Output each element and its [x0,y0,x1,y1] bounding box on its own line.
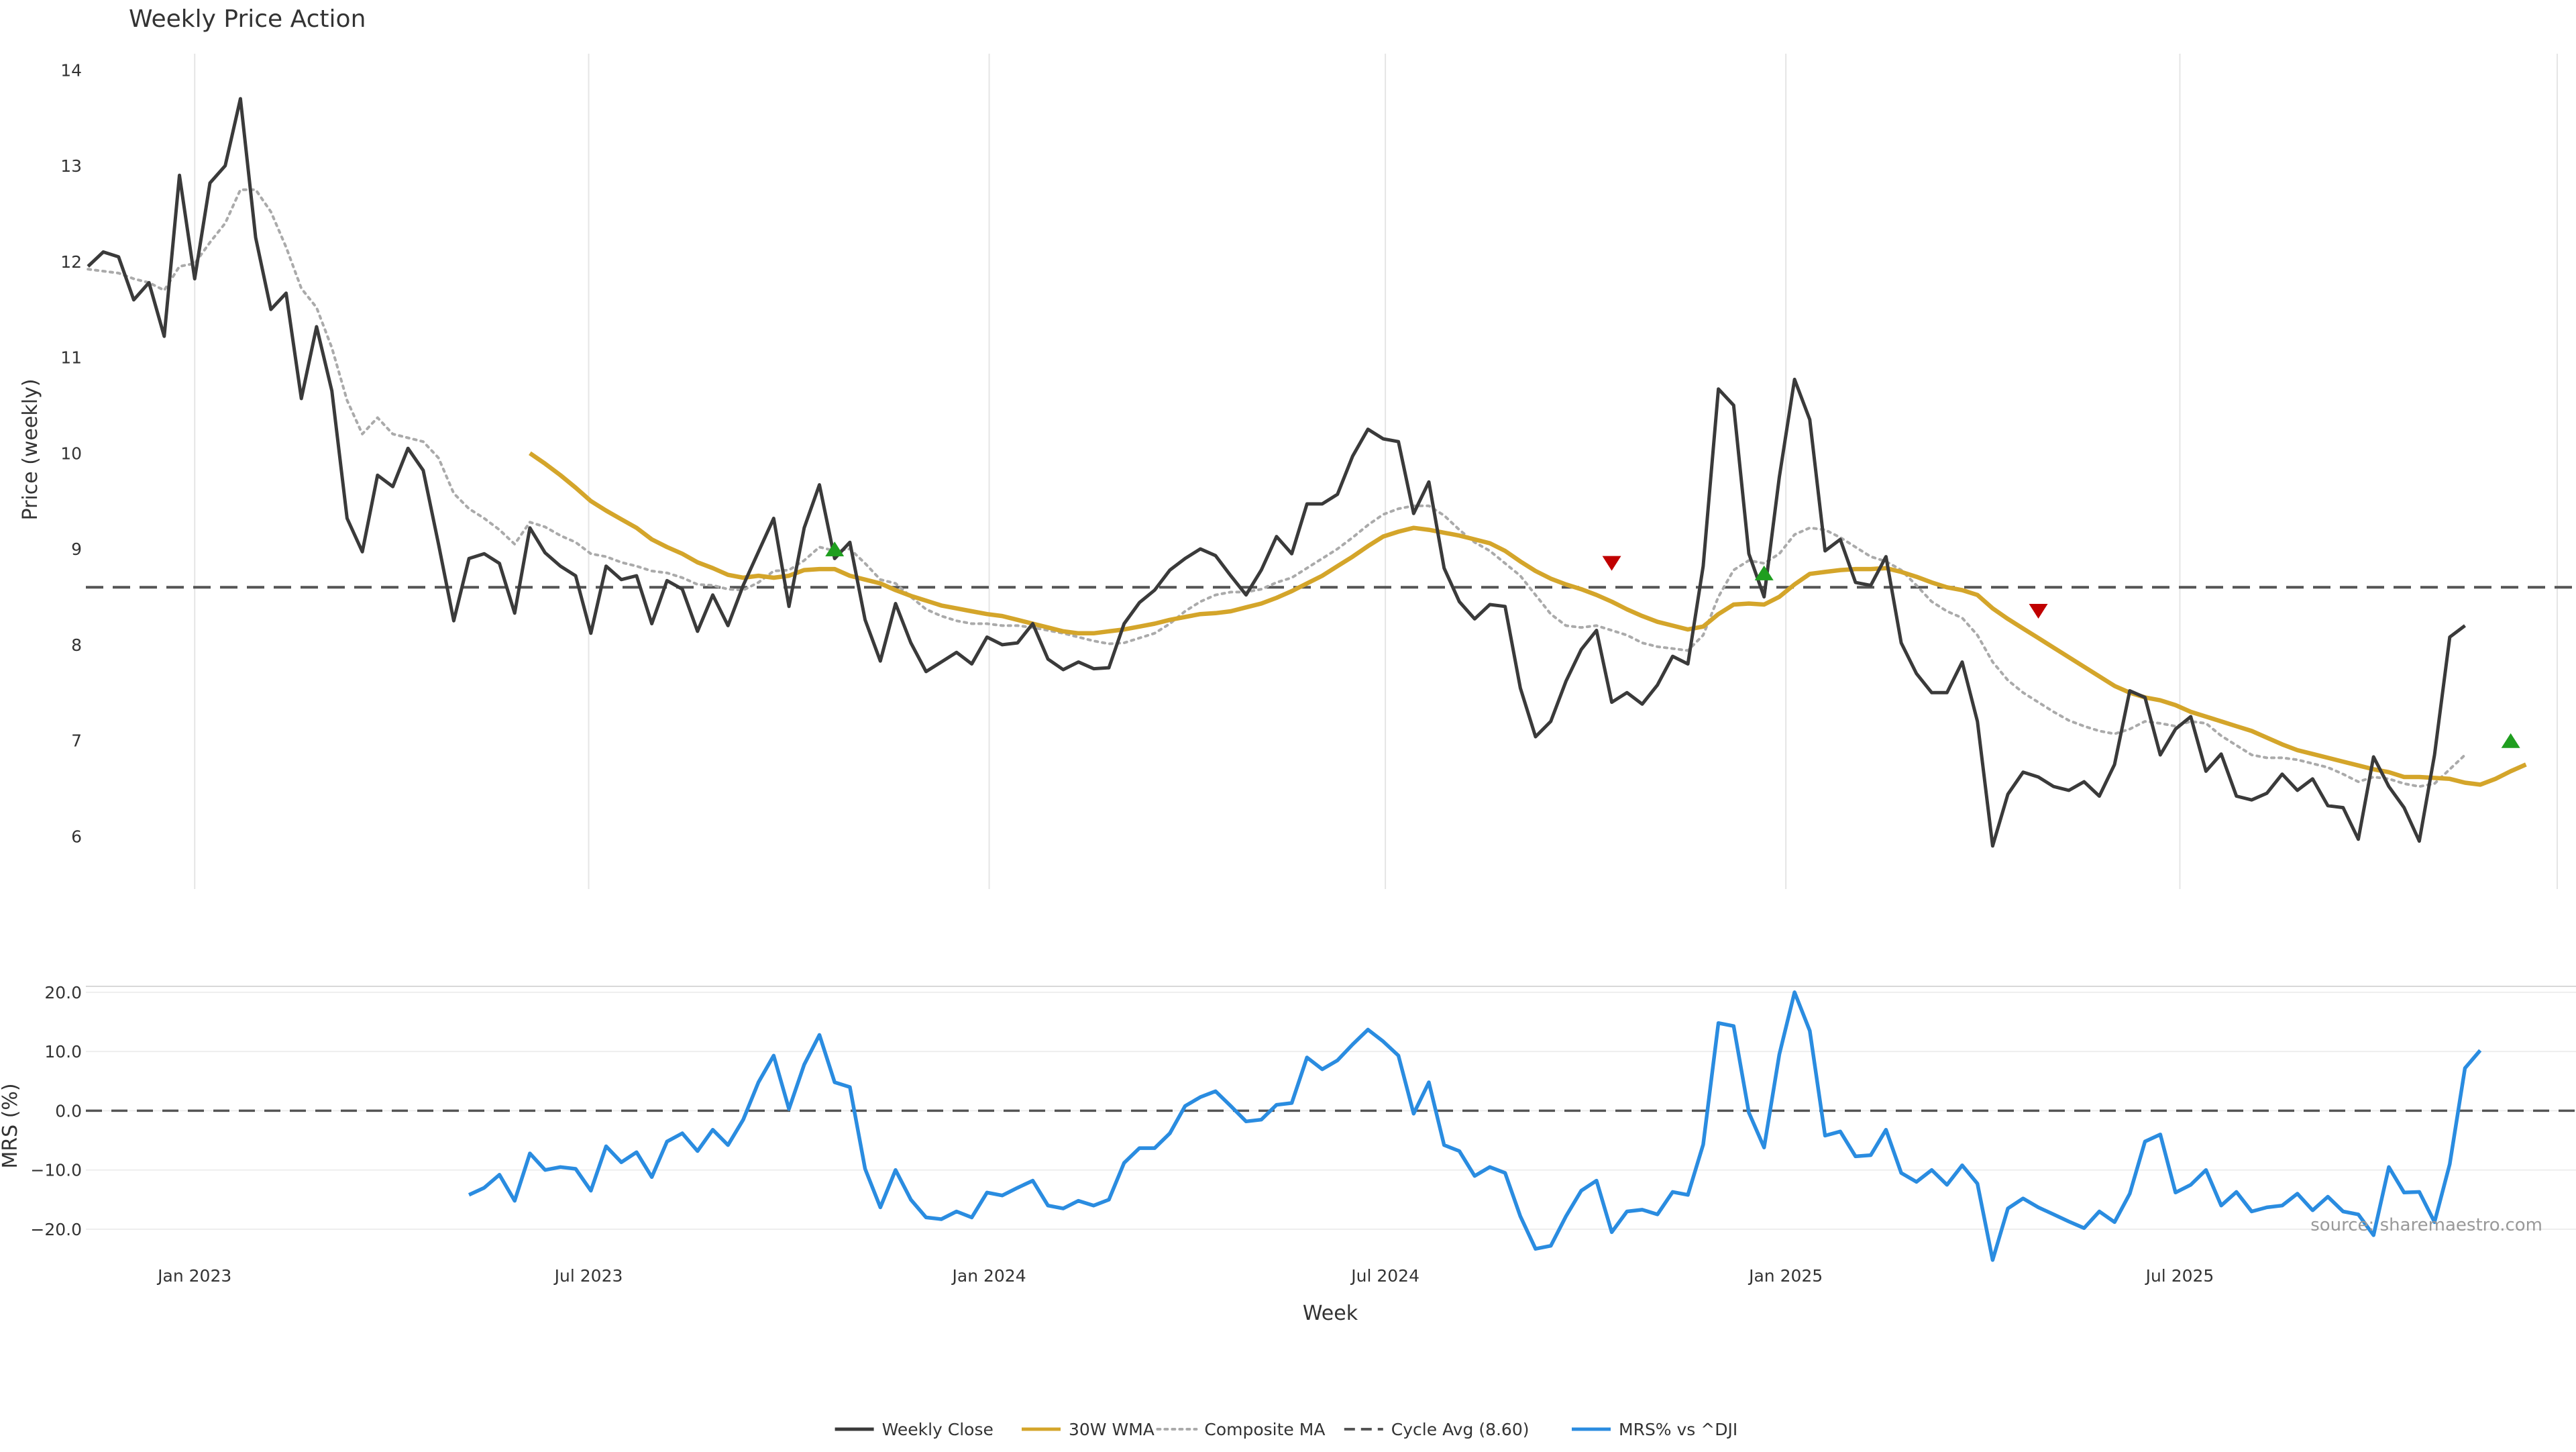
source-note: source: sharemaestro.com [2310,1215,2542,1235]
x-ticks: Jan 2023 Jul 2023 Jan 2024 Jul 2024 Jan 2025… [156,1266,2214,1286]
mrs-y-tick-label: 10.0 [44,1042,82,1061]
x-tick-label: Jan 2025 [1748,1266,1823,1286]
sell-signal-marker [1602,556,1621,571]
price-y-tick-label: 13 [60,156,82,176]
mrs-series [468,990,2482,1262]
buy-signal-marker [825,541,845,557]
mrs-y-tick-label: −10.0 [30,1161,82,1180]
mrs-axis-label: MRS (%) [0,1083,22,1168]
signal-markers [825,541,2520,748]
mrs-y-tick-label: 20.0 [44,983,82,1002]
legend-label: Cycle Avg (8.60) [1391,1420,1529,1439]
legend-label: MRS% vs ^DJI [1619,1420,1737,1439]
legend: Weekly Close 30W WMA Composite MA Cycle Avg… [835,1420,1737,1439]
series-line-mrs [468,990,2482,1262]
x-tick-label: Jul 2024 [1350,1266,1419,1286]
mrs-y-tick-label: 0.0 [55,1101,82,1121]
price-panel: 6 7 8 9 10 11 12 13 14 [60,60,2576,848]
x-axis-label: Week [1303,1302,1358,1325]
sell-signal-marker [2029,603,2048,619]
price-y-tick-label: 9 [71,539,82,559]
price-y-tick-label: 14 [60,60,82,80]
x-tick-label: Jul 2025 [2145,1266,2214,1286]
buy-signal-marker [2501,733,2520,748]
buy-signal-marker [1754,565,1774,580]
mrs-y-tick-label: −20.0 [30,1220,82,1239]
price-series [87,97,2527,848]
x-tick-label: Jan 2024 [951,1266,1026,1286]
chart-title: Weekly Price Action [129,5,366,33]
price-y-tick-label: 8 [71,635,82,655]
price-axis-label: Price (weekly) [19,378,42,520]
series-line-close [87,97,2467,848]
price-y-ticks: 6 7 8 9 10 11 12 13 14 [60,60,82,846]
legend-label: 30W WMA [1069,1420,1155,1439]
price-y-tick-label: 12 [60,252,82,272]
price-y-tick-label: 7 [71,731,82,751]
grid-layer [86,54,2576,1231]
series-line-wma [529,451,2527,787]
x-tick-label: Jul 2023 [553,1266,623,1286]
mrs-y-ticks: −20.0 −10.0 0.0 10.0 20.0 [30,983,82,1239]
mrs-panel: −20.0 −10.0 0.0 10.0 20.0 [30,983,2576,1262]
legend-label: Composite MA [1204,1420,1325,1439]
series-line-composite [87,188,2467,788]
legend-label: Weekly Close [882,1420,994,1439]
price-y-tick-label: 11 [60,348,82,368]
price-y-tick-label: 6 [71,827,82,846]
price-y-tick-label: 10 [60,444,82,463]
x-tick-label: Jan 2023 [156,1266,231,1286]
